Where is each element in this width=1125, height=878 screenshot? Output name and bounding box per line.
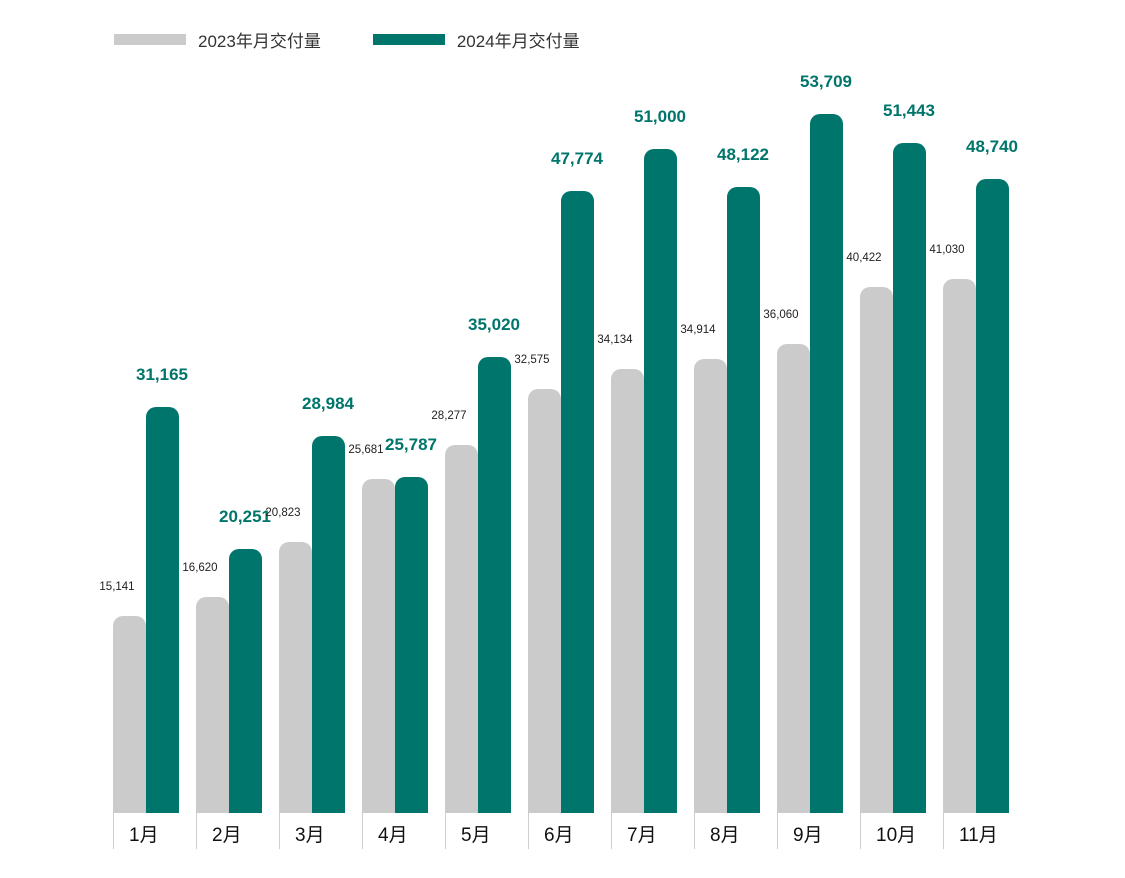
value-label-2023: 34,134 xyxy=(597,333,633,346)
chart-legend: 2023年月交付量 2024年月交付量 xyxy=(114,26,632,52)
x-axis-category-divider xyxy=(611,813,678,849)
bar-2023 xyxy=(943,279,976,813)
value-label-2024: 20,251 xyxy=(219,507,271,527)
bar-2023 xyxy=(362,478,395,813)
value-label-2023: 25,681 xyxy=(348,443,384,456)
value-label-2024: 48,740 xyxy=(966,136,1018,156)
bar-2023 xyxy=(445,444,478,813)
x-axis-category-divider xyxy=(113,813,180,849)
bar-2023 xyxy=(528,389,561,813)
bar-2024 xyxy=(976,178,1009,813)
x-axis-tick-label: 2月 xyxy=(212,825,242,846)
bar-2024 xyxy=(810,114,843,813)
bar-2024 xyxy=(893,143,926,813)
bar-2023 xyxy=(611,368,644,813)
x-axis-category-divider xyxy=(279,813,346,849)
value-label-2024: 48,122 xyxy=(717,144,769,164)
value-label-2023: 20,823 xyxy=(265,506,301,519)
value-label-2024: 51,000 xyxy=(634,107,686,127)
x-axis-tick-label: 6月 xyxy=(544,825,574,846)
value-label-2024: 35,020 xyxy=(468,315,520,335)
bar-2024 xyxy=(312,435,345,813)
value-label-2024: 31,165 xyxy=(136,365,188,385)
value-label-2024: 25,787 xyxy=(385,435,437,455)
bar-2023 xyxy=(279,541,312,813)
value-label-2023: 28,277 xyxy=(431,409,467,422)
value-label-2023: 34,914 xyxy=(680,323,716,336)
x-axis-tick-label: 3月 xyxy=(295,825,325,846)
legend-label-2024: 2024年月交付量 xyxy=(456,31,580,51)
x-axis-category-divider xyxy=(943,813,1010,849)
value-label-2023: 32,575 xyxy=(514,354,550,367)
x-axis-category-divider xyxy=(777,813,844,849)
legend-label-2023: 2023年月交付量 xyxy=(198,31,321,51)
bar-2024 xyxy=(727,186,760,813)
x-axis-category-divider xyxy=(860,813,927,849)
value-label-2024: 28,984 xyxy=(302,393,354,413)
value-label-2024: 51,443 xyxy=(883,101,935,121)
x-axis-tick-label: 1月 xyxy=(129,825,159,846)
x-axis-category-divider xyxy=(196,813,263,849)
value-label-2023: 16,620 xyxy=(182,561,218,574)
x-axis-tick-label: 8月 xyxy=(710,825,740,846)
legend-item-2023: 2023年月交付量 xyxy=(114,27,321,52)
bar-2023 xyxy=(196,596,229,813)
value-label-2023: 41,030 xyxy=(929,244,965,256)
bar-2023 xyxy=(860,286,893,813)
bar-2023 xyxy=(694,358,727,813)
legend-swatch-2023 xyxy=(114,33,186,45)
bar-2023 xyxy=(777,343,810,813)
value-label-2024: 47,774 xyxy=(551,149,603,169)
bar-2024 xyxy=(395,477,428,813)
bar-2024 xyxy=(229,549,262,813)
legend-swatch-2024 xyxy=(372,33,445,45)
x-axis-tick-label: 10月 xyxy=(876,825,917,846)
x-axis-category-divider xyxy=(362,813,429,849)
value-label-2024: 53,709 xyxy=(800,72,852,91)
x-axis-tick-label: 7月 xyxy=(627,825,657,846)
bar-2023 xyxy=(113,615,146,813)
x-axis-tick-label: 11月 xyxy=(959,825,998,846)
value-label-2023: 40,422 xyxy=(846,251,882,264)
bar-2024 xyxy=(561,191,594,813)
x-axis-tick-label: 9月 xyxy=(793,825,823,846)
x-axis-tick-label: 4月 xyxy=(378,825,408,846)
x-axis-category-divider xyxy=(528,813,595,849)
bar-2024 xyxy=(146,407,179,813)
legend-item-2024: 2024年月交付量 xyxy=(372,27,580,52)
bar-2024 xyxy=(644,149,677,813)
bar-2024 xyxy=(478,357,511,813)
value-label-2023: 15,141 xyxy=(99,580,135,593)
value-label-2023: 36,060 xyxy=(763,308,799,321)
x-axis-category-divider xyxy=(694,813,761,849)
x-axis-tick-label: 5月 xyxy=(461,825,491,846)
x-axis-category-divider xyxy=(445,813,512,849)
